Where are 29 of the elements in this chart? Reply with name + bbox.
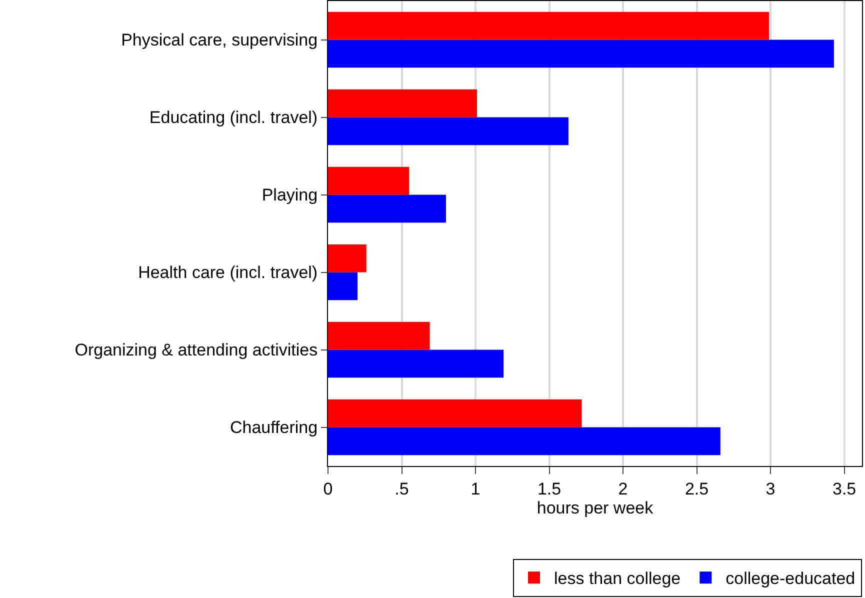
x-tick-label: 3.5	[832, 479, 856, 498]
bar	[328, 89, 477, 118]
x-tick-label: 1	[470, 479, 480, 498]
x-tick-label: 3	[766, 479, 776, 498]
legend-label: less than college	[554, 569, 681, 588]
bar	[328, 40, 834, 68]
bar	[328, 427, 720, 456]
x-tick-label: .5	[394, 479, 409, 498]
bar	[328, 194, 446, 223]
x-tick-label: 1.5	[537, 479, 562, 498]
bar	[328, 350, 504, 378]
bar	[328, 322, 430, 350]
y-tick-label: Physical care, supervising	[121, 30, 318, 50]
x-tick-label: 2.5	[684, 479, 709, 498]
x-tick-label: 0	[323, 479, 333, 498]
y-tick-label: Organizing & attending activities	[74, 340, 318, 360]
y-tick-label: Health care (incl. travel)	[138, 263, 318, 282]
bar	[328, 272, 358, 300]
legend-label: college-educated	[726, 569, 856, 588]
bar	[328, 12, 770, 40]
y-tick-label: Chauffering	[230, 418, 318, 438]
x-axis-title: hours per week	[536, 498, 654, 518]
bar	[328, 399, 582, 428]
bar	[328, 117, 568, 146]
x-tick-label: 2	[618, 479, 628, 498]
y-tick-label: Educating (incl. travel)	[149, 108, 318, 128]
bar	[328, 166, 410, 195]
y-tick-label: Playing	[262, 186, 318, 205]
bar	[328, 244, 366, 272]
